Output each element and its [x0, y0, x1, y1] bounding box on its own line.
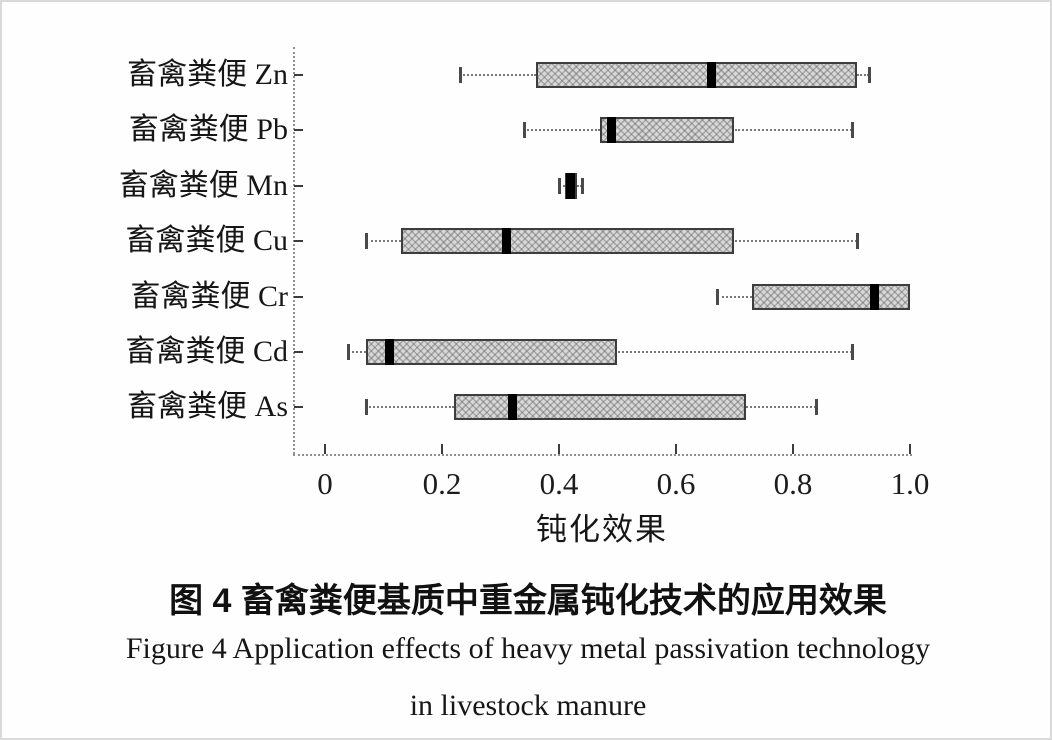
whisker-line-high: [617, 351, 852, 353]
whisker-cap-high: [868, 67, 872, 83]
whisker-line-high: [576, 185, 583, 187]
caption-chinese: 图 4 畜禽粪便基质中重金属钝化技术的应用效果: [169, 582, 887, 620]
y-axis-tick: [293, 240, 303, 242]
median-line: [566, 173, 575, 199]
caption-english-line1: Figure 4 Application effects of heavy me…: [125, 632, 931, 665]
whisker-line-high: [734, 240, 858, 242]
x-axis-tick: [441, 444, 443, 454]
x-axis-tick: [909, 444, 911, 454]
y-axis-line: [292, 47, 295, 454]
category-label: 畜禽粪便 Mn: [118, 169, 288, 202]
whisker-line-low: [716, 296, 753, 298]
whisker-cap-high: [850, 344, 854, 360]
whisker-cap-high: [815, 399, 819, 415]
whisker-cap-high: [581, 178, 585, 194]
whisker-line-low: [459, 74, 536, 76]
median-line: [385, 339, 394, 365]
y-axis-tick: [293, 74, 303, 76]
median-line: [607, 117, 616, 143]
whisker-line-high: [746, 406, 817, 408]
category-label: 畜禽粪便 Cr: [130, 280, 289, 313]
x-axis-line: [292, 454, 912, 456]
y-axis-tick: [293, 296, 303, 298]
whisker-cap-low: [347, 344, 351, 360]
whisker-line-high: [857, 74, 870, 76]
box-iqr: [365, 339, 618, 365]
whisker-line-low: [523, 129, 600, 131]
median-line: [707, 62, 716, 88]
whisker-line-low: [348, 351, 366, 353]
median-line: [508, 394, 517, 420]
x-tick-label: 0: [317, 466, 333, 501]
x-tick-label: 0.8: [773, 466, 813, 501]
whisker-cap-high: [850, 122, 854, 138]
whisker-cap-high: [856, 233, 860, 249]
box-iqr: [453, 394, 747, 420]
category-label: 畜禽粪便 Pb: [128, 113, 288, 146]
whisker-cap-low: [364, 399, 368, 415]
category-label: 畜禽粪便 Zn: [127, 58, 288, 91]
y-axis-tick: [293, 129, 303, 131]
box-iqr: [752, 284, 910, 310]
median-line: [502, 228, 511, 254]
category-label: 畜禽粪便 Cd: [125, 335, 288, 368]
x-tick-label: 0.4: [539, 466, 579, 501]
median-line: [870, 284, 879, 310]
x-axis-tick: [792, 444, 794, 454]
x-axis-tick: [324, 444, 326, 454]
whisker-cap-low: [558, 178, 561, 194]
box-iqr: [535, 62, 858, 88]
plot-area: 钝化效果 0 0.2 0.4 0.6 0.8 1.0 畜禽粪便 Zn 畜禽粪便 Pb 畜禽粪便 …: [2, 2, 1050, 562]
y-axis-tick: [293, 185, 303, 187]
x-tick-label: 0.2: [422, 466, 462, 501]
whisker-line-low: [365, 406, 454, 408]
y-axis-tick: [293, 351, 303, 353]
category-label: 畜禽粪便 Cu: [125, 224, 288, 257]
x-axis-tick: [558, 444, 560, 454]
caption-english-line2: in livestock manure: [409, 689, 647, 722]
box-iqr: [401, 228, 735, 254]
whisker-cap-low: [522, 122, 526, 138]
whisker-cap-low: [715, 289, 719, 305]
whisker-cap-low: [364, 233, 368, 249]
whisker-line-low: [365, 240, 402, 242]
whisker-line-low: [559, 185, 565, 187]
category-label: 畜禽粪便 As: [127, 390, 288, 423]
x-axis-tick: [675, 444, 677, 454]
whisker-line-high: [734, 129, 852, 131]
box-iqr: [599, 117, 735, 143]
x-tick-label: 0.6: [656, 466, 696, 501]
x-tick-label: 1.0: [890, 466, 930, 501]
x-axis-title: 钝化效果: [536, 512, 668, 547]
whisker-cap-low: [458, 67, 462, 83]
y-axis-tick: [293, 406, 303, 408]
